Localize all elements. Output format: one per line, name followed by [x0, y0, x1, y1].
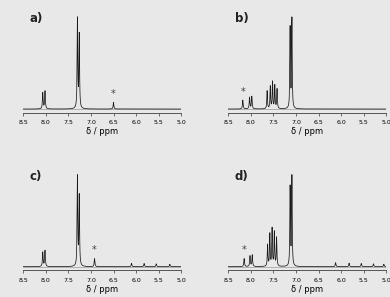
Text: b): b): [235, 12, 248, 25]
X-axis label: δ / ppm: δ / ppm: [291, 127, 323, 136]
Text: *: *: [242, 245, 246, 255]
X-axis label: δ / ppm: δ / ppm: [86, 127, 118, 136]
Text: *: *: [92, 245, 97, 255]
Text: c): c): [30, 170, 42, 183]
Text: *: *: [111, 89, 116, 99]
Text: a): a): [30, 12, 43, 25]
Text: d): d): [235, 170, 248, 183]
X-axis label: δ / ppm: δ / ppm: [86, 285, 118, 294]
X-axis label: δ / ppm: δ / ppm: [291, 285, 323, 294]
Text: *: *: [241, 86, 245, 97]
